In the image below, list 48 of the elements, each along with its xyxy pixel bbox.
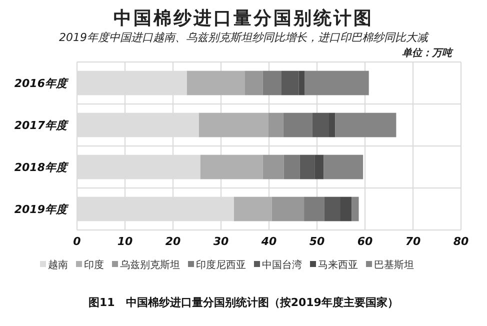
bar — [272, 196, 304, 222]
legend-label: 马来西亚 — [318, 259, 358, 271]
legend-label: 乌兹别克斯坦 — [120, 259, 180, 271]
bar — [262, 70, 282, 96]
bar — [304, 70, 369, 96]
bar — [314, 154, 324, 180]
bar — [200, 154, 263, 180]
y-tick-label: 2017年度 — [14, 119, 69, 132]
legend-label: 越南 — [48, 259, 68, 271]
bar — [335, 112, 396, 138]
x-tick-label: 40 — [260, 235, 277, 248]
x-tick-label: 60 — [357, 235, 373, 248]
chart-title: 中国棉纱进口量分国别统计图 — [114, 8, 374, 29]
x-tick-label: 70 — [405, 235, 421, 248]
bar — [304, 196, 324, 222]
x-tick-label: 20 — [165, 235, 181, 248]
y-tick-label: 2018年度 — [14, 161, 69, 174]
bar — [234, 196, 272, 222]
x-tick-label: 30 — [213, 235, 229, 248]
bar — [312, 112, 329, 138]
x-tick-label: 80 — [453, 235, 469, 248]
legend-label: 巴基斯坦 — [374, 259, 414, 271]
bar — [262, 154, 284, 180]
y-tick-label: 2019年度 — [14, 203, 69, 216]
bar — [198, 112, 269, 138]
bar — [324, 196, 340, 222]
bar — [298, 70, 305, 96]
bar — [281, 70, 299, 96]
y-tick-label: 2016年度 — [14, 77, 69, 90]
caption: 图11 中国棉纱进口量分国别统计图（按2019年度主要国家） — [88, 296, 398, 309]
bar — [352, 196, 359, 222]
text: 单位：万吨 — [402, 47, 454, 59]
bar — [329, 112, 336, 138]
bar — [268, 112, 284, 138]
bar — [340, 196, 352, 222]
bar — [186, 70, 245, 96]
legend-label: 中国台湾 — [262, 259, 302, 271]
chart-subtitle: 2019年度中国进口越南、乌兹别克斯坦纱同比增长，进口印巴棉纱同比大减 — [59, 31, 430, 44]
bar — [284, 154, 300, 180]
x-tick-label: 10 — [117, 235, 133, 248]
x-tick-label: 50 — [309, 235, 325, 248]
x-tick-label: 0 — [73, 235, 82, 248]
legend-label: 印度尼西亚 — [196, 259, 246, 271]
bar — [300, 154, 315, 180]
legend-label: 印度 — [84, 259, 104, 271]
bar — [245, 70, 263, 96]
bar — [324, 154, 364, 180]
bar — [283, 112, 312, 138]
